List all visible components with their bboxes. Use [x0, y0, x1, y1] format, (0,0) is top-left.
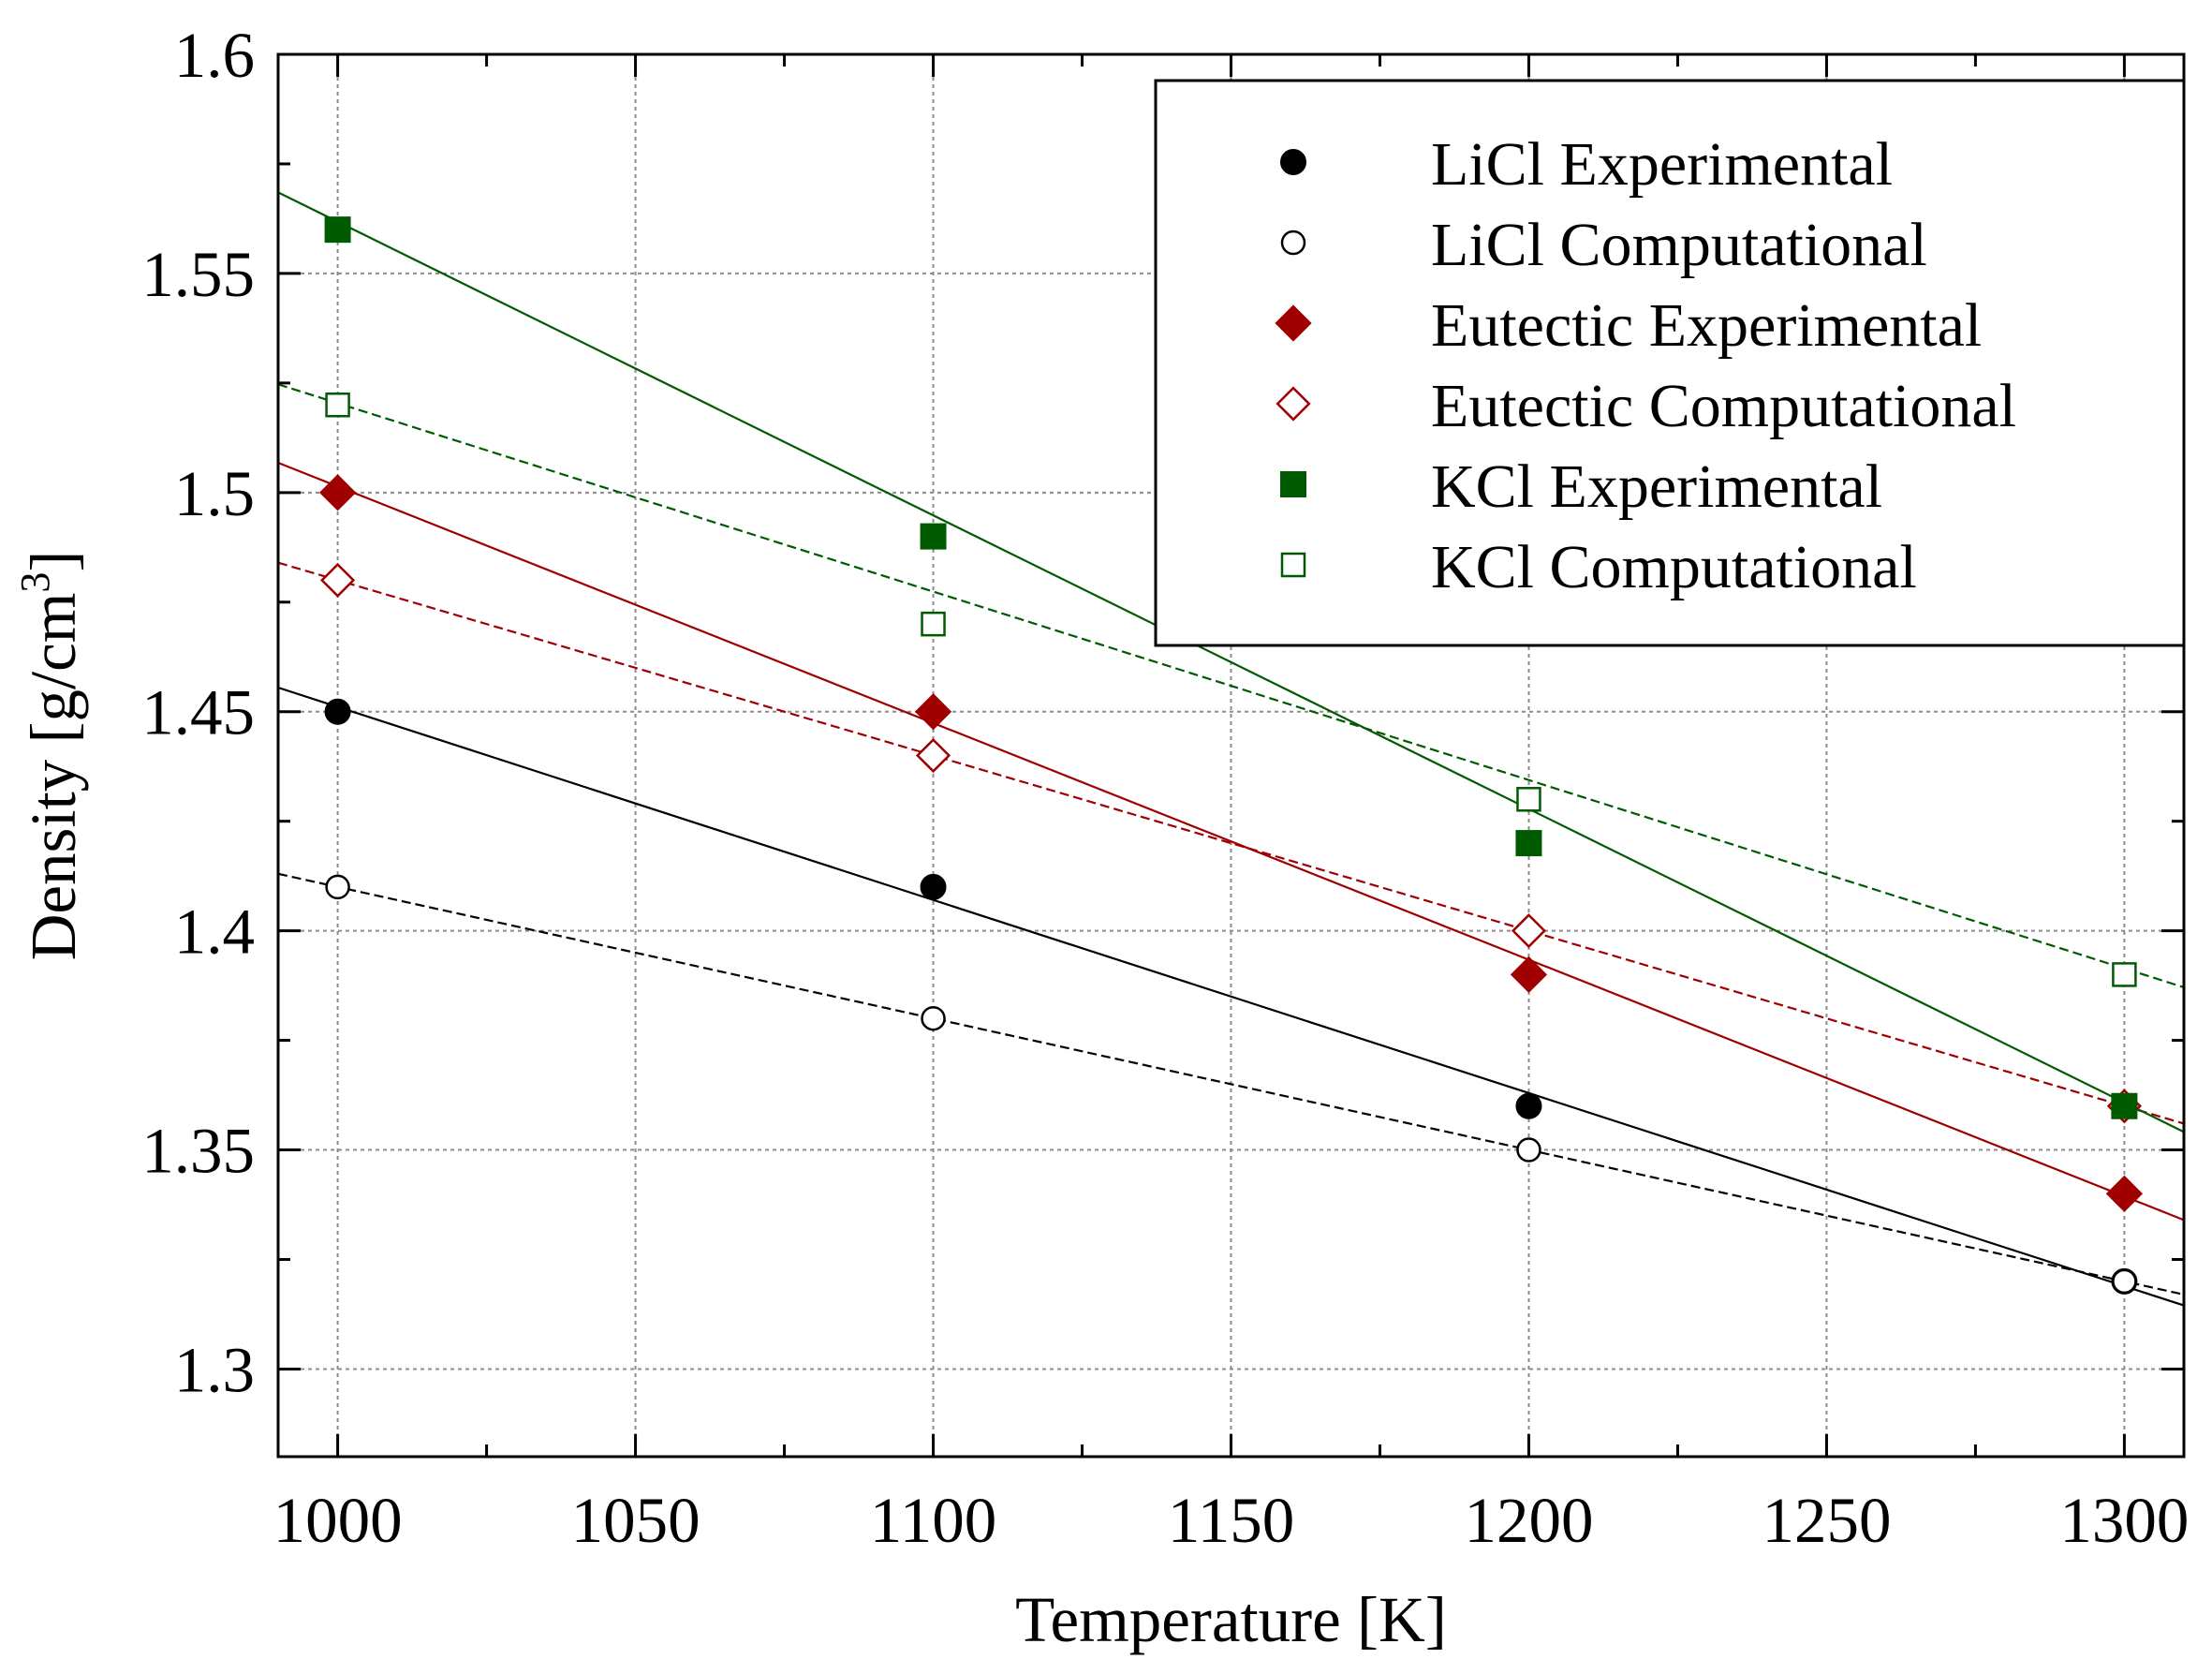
- legend-marker: [1280, 552, 1306, 578]
- data-point-series-3: [1511, 913, 1547, 949]
- legend-marker: [1280, 149, 1306, 175]
- data-point-series-5: [2112, 962, 2137, 987]
- x-tick-label: 1000: [273, 1485, 403, 1556]
- legend-marker: [1280, 471, 1306, 497]
- data-point-series-4: [2111, 1092, 2138, 1119]
- x-tick-label: 1300: [2059, 1485, 2189, 1556]
- data-point-series-2: [318, 474, 357, 511]
- data-point-series-1: [2112, 1268, 2137, 1295]
- y-tick-label: 1.35: [141, 1116, 255, 1187]
- data-point-series-5: [921, 611, 946, 637]
- fit-line-series-2: [277, 461, 2185, 1222]
- x-tick-label: 1250: [1762, 1485, 1891, 1556]
- fit-line-series-3: [277, 561, 2185, 1125]
- legend-label: Eutectic Computational: [1431, 372, 2016, 440]
- x-tick-labels: 1000 1050 1100 1150 1200 1250 1300: [273, 1485, 2190, 1556]
- data-point-series-2: [914, 693, 952, 731]
- legend-label: LiCl Computational: [1431, 211, 1927, 279]
- fit-line-series-4: [277, 191, 2185, 1133]
- data-point-series-4: [324, 216, 351, 244]
- data-point-series-4: [920, 523, 947, 550]
- data-point-series-2: [1510, 955, 1548, 994]
- plot-frame: [276, 52, 2186, 1459]
- data-point-series-5: [325, 393, 350, 418]
- data-point-series-0: [324, 698, 351, 725]
- y-tick-label: 1.4: [174, 896, 255, 968]
- y-tick-labels: 1.3 1.35 1.4 1.45 1.5 1.55 1.6: [141, 20, 255, 1405]
- data-point-series-1: [1516, 1137, 1541, 1163]
- x-tick-label: 1200: [1464, 1485, 1593, 1556]
- y-axis-title: Density [g/cm3]: [12, 551, 89, 961]
- y-tick-label: 1.45: [141, 677, 255, 748]
- data-point-series-1: [325, 874, 350, 900]
- data-point-series-3: [915, 737, 951, 774]
- y-tick-label: 1.3: [174, 1334, 255, 1405]
- legend-label: Eutectic Experimental: [1431, 291, 1982, 360]
- y-tick-label: 1.6: [174, 20, 255, 91]
- fit-line-series-0: [277, 686, 2185, 1307]
- y-tick-label: 1.55: [141, 239, 255, 310]
- legend-marker: [1276, 386, 1311, 422]
- fit-line-series-5: [277, 383, 2185, 989]
- legend-label: KCl Computational: [1431, 533, 1917, 601]
- data-point-series-4: [1515, 830, 1542, 857]
- legend-marker: [1280, 230, 1306, 256]
- data-point-series-3: [320, 562, 356, 598]
- legend: LiCl Experimental LiCl Computational Eutec…: [1154, 79, 2186, 647]
- data-point-series-0: [1515, 1092, 1542, 1119]
- x-tick-label: 1100: [870, 1485, 996, 1556]
- x-tick-label: 1150: [1168, 1485, 1294, 1556]
- data-point-series-5: [1516, 787, 1541, 812]
- legend-box: [1154, 79, 2186, 647]
- fit-lines: [277, 191, 2185, 1307]
- data-point-series-0: [920, 873, 947, 900]
- legend-label: LiCl Experimental: [1431, 130, 1893, 199]
- legend-marker: [1275, 304, 1312, 342]
- data-point-series-2: [2105, 1175, 2144, 1212]
- data-point-series-1: [921, 1005, 946, 1031]
- x-tick-label: 1050: [571, 1485, 700, 1556]
- data-markers: [318, 216, 2144, 1295]
- x-axis-title: Temperature [K]: [1015, 1584, 1447, 1655]
- y-tick-label: 1.5: [174, 458, 255, 529]
- fit-line-series-1: [277, 872, 2185, 1296]
- legend-label: KCl Experimental: [1431, 452, 1882, 521]
